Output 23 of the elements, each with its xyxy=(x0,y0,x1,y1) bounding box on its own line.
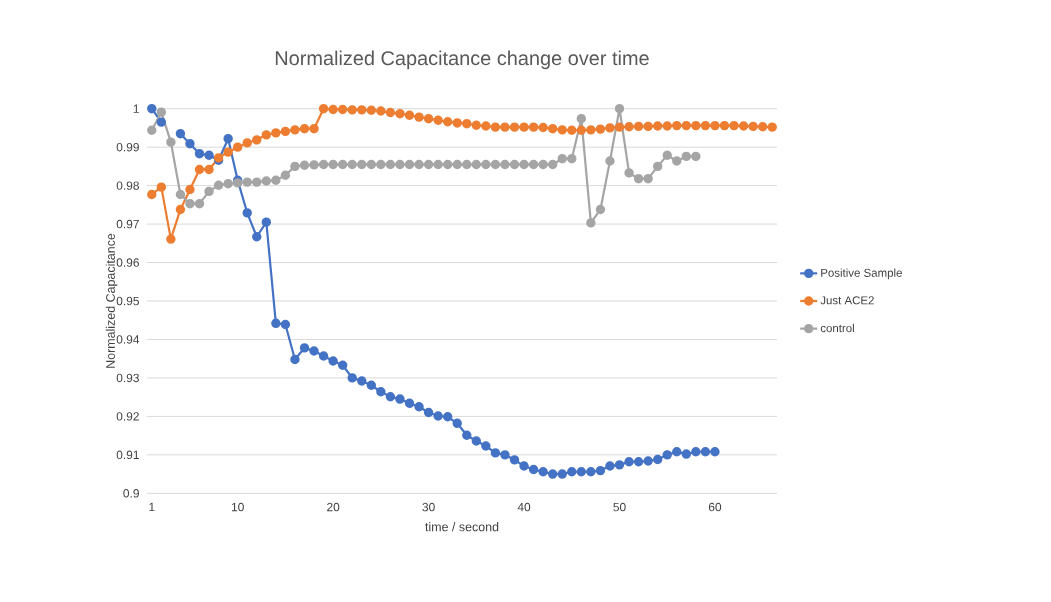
y-tick-label: 0.97 xyxy=(116,219,139,229)
x-tick-label: 50 xyxy=(613,502,626,512)
legend-label: Just ACE2 xyxy=(820,296,874,305)
y-tick-label: 0.96 xyxy=(116,258,139,267)
x-tick-label: 10 xyxy=(231,502,244,512)
y-tick-label: 0.94 xyxy=(116,335,140,344)
y-tick-label: 0.91 xyxy=(116,450,139,460)
y-tick-label: 0.99 xyxy=(116,142,139,152)
y-tick-label: 0.98 xyxy=(116,181,139,190)
x-tick-label: 60 xyxy=(708,502,722,512)
y-tick-label: 0.9 xyxy=(123,489,139,498)
x-tick-label: 30 xyxy=(422,502,435,512)
chart-title: Normalized Capacitance change over time xyxy=(275,50,649,70)
y-tick-label: 0.92 xyxy=(116,412,139,421)
x-axis-title: time / second xyxy=(425,522,499,532)
y-tick-label: 1 xyxy=(133,104,139,113)
legend-label: control xyxy=(820,323,854,333)
x-tick-label: 1 xyxy=(149,502,155,512)
x-tick-label: 40 xyxy=(517,502,531,512)
legend-label: Positive Sample xyxy=(821,268,902,280)
x-tick-label: 20 xyxy=(327,502,340,512)
y-tick-label: 0.95 xyxy=(116,296,139,306)
y-tick-label: 0.93 xyxy=(116,373,139,383)
